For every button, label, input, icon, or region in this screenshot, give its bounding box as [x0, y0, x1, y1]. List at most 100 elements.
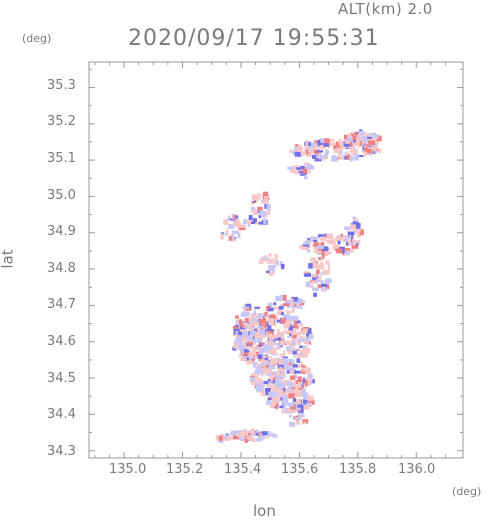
echo-cell — [279, 405, 284, 409]
echo-cell — [259, 389, 265, 393]
y-tick-label: 35.0 — [47, 188, 76, 203]
echo-cell — [308, 399, 315, 405]
echo-cell — [322, 269, 330, 275]
echo-cell — [294, 387, 299, 394]
echo-cell — [263, 218, 266, 223]
echo-cell — [287, 305, 294, 308]
echo-cell — [260, 333, 267, 337]
y-tick-label: 35.2 — [47, 114, 76, 129]
echo-cell — [242, 342, 249, 349]
echo-cell — [250, 381, 256, 385]
echo-cell — [355, 223, 361, 229]
echo-cell — [233, 218, 238, 223]
echo-cell — [265, 333, 271, 338]
echo-cell — [329, 142, 336, 147]
echo-cell — [367, 136, 372, 139]
echo-cell — [296, 341, 301, 346]
echo-cell — [284, 299, 292, 304]
echo-cell — [287, 335, 292, 338]
echo-cell — [284, 341, 287, 346]
echo-cell — [273, 302, 277, 306]
echo-cell — [249, 219, 253, 222]
echo-cell — [269, 270, 274, 276]
echo-cell — [260, 342, 264, 347]
echo-cell — [336, 156, 341, 160]
echo-cell — [230, 432, 235, 436]
echo-cell — [335, 236, 342, 241]
echo-cell — [295, 380, 299, 385]
echo-cell — [291, 364, 295, 371]
echo-cell — [252, 347, 256, 354]
echo-cell — [320, 257, 324, 261]
echo-cell — [352, 221, 359, 227]
echo-cell — [251, 428, 255, 435]
y-unit-label: (deg) — [22, 32, 52, 45]
echo-cell — [261, 373, 264, 377]
echo-cell — [239, 224, 246, 229]
radar-echoes — [215, 129, 382, 444]
echo-cell — [287, 166, 294, 170]
echo-cell — [305, 150, 309, 155]
echo-cell — [251, 373, 256, 376]
echo-cell — [259, 433, 263, 439]
echo-cell — [318, 256, 321, 261]
echo-cell — [240, 358, 247, 361]
echo-cell — [257, 354, 263, 359]
echo-cell — [290, 168, 296, 173]
echo-cell — [347, 231, 355, 236]
x-tick-label: 135.2 — [166, 462, 203, 477]
echo-cell — [253, 356, 256, 360]
echo-cell — [270, 386, 278, 392]
echo-cell — [365, 144, 369, 147]
echo-cell — [268, 337, 276, 340]
echo-cell — [297, 323, 303, 327]
echo-cell — [255, 438, 263, 442]
echo-cell — [258, 206, 263, 211]
echo-cell — [282, 388, 286, 391]
echo-cell — [312, 287, 319, 291]
echo-cell — [278, 390, 284, 396]
echo-cell — [298, 302, 305, 306]
echo-cell — [308, 377, 313, 383]
echo-cell — [251, 358, 256, 361]
echo-cell — [271, 372, 274, 377]
echo-cell — [363, 145, 369, 149]
echo-cell — [238, 343, 242, 350]
echo-cell — [292, 351, 297, 355]
echo-cell — [316, 269, 320, 274]
echo-cell — [233, 344, 239, 349]
echo-cell — [314, 156, 322, 162]
echo-cell — [292, 345, 295, 351]
echo-cell — [245, 339, 250, 344]
echo-cell — [296, 352, 301, 359]
echo-cell — [287, 358, 294, 363]
echo-cell — [318, 275, 322, 280]
echo-cell — [278, 312, 284, 316]
echo-cell — [289, 149, 292, 154]
echo-cell — [249, 376, 256, 383]
echo-cell — [236, 430, 243, 433]
echo-cell — [231, 234, 234, 240]
echo-cell — [268, 432, 273, 436]
echo-cell — [320, 241, 324, 246]
echo-cell — [271, 334, 278, 339]
echo-cell — [294, 151, 301, 157]
echo-cell — [305, 368, 311, 374]
echo-cell — [297, 384, 302, 388]
echo-cell — [296, 399, 301, 405]
echo-cell — [283, 323, 290, 329]
echo-cell — [232, 435, 239, 439]
echo-cell — [353, 155, 360, 161]
echo-cell — [263, 191, 268, 197]
echo-cell — [307, 335, 313, 340]
echo-cell — [282, 399, 289, 405]
echo-cell — [350, 237, 353, 243]
echo-cell — [276, 371, 280, 377]
echo-cell — [250, 433, 256, 436]
echo-cell — [283, 395, 289, 400]
echo-cell — [300, 330, 304, 334]
echo-cell — [282, 364, 287, 368]
echo-cell — [316, 145, 322, 149]
echo-cell — [243, 352, 248, 356]
y-tick-label: 34.6 — [47, 334, 76, 349]
